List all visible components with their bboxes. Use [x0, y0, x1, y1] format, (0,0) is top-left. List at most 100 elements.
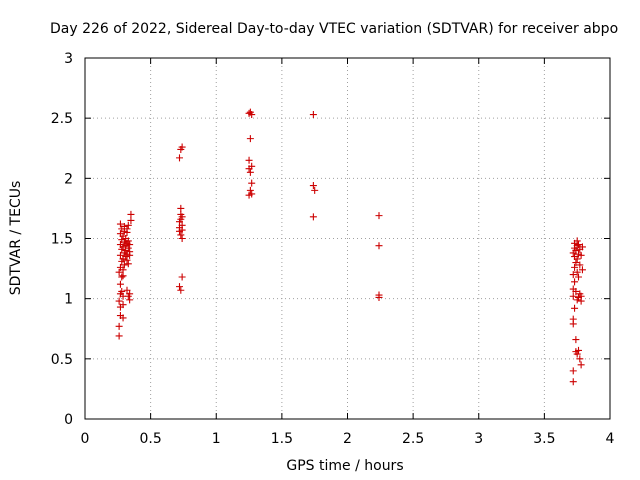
y-tick-label: 1: [64, 292, 73, 308]
x-tick-label: 4: [606, 431, 615, 447]
data-point: [123, 225, 131, 233]
axis-ticks: [84, 57, 611, 420]
data-point: [127, 210, 135, 218]
data-point: [115, 268, 123, 276]
data-point: [126, 248, 134, 256]
data-point: [571, 263, 579, 271]
x-tick-label: 0.5: [139, 431, 161, 447]
x-axis-label: GPS time / hours: [286, 458, 403, 474]
data-point: [116, 251, 124, 259]
data-point: [572, 287, 580, 295]
y-tick-label: 2: [64, 171, 73, 187]
data-point: [578, 266, 586, 274]
data-point: [573, 255, 581, 263]
data-point: [119, 272, 127, 280]
data-point: [123, 256, 131, 264]
data-point: [177, 204, 185, 212]
data-point: [311, 186, 319, 194]
data-point: [248, 179, 256, 187]
data-point: [569, 292, 577, 300]
data-point: [115, 322, 123, 330]
x-tick-label: 3.5: [533, 431, 555, 447]
data-point: [176, 154, 183, 162]
data-point: [127, 216, 135, 224]
data-point: [178, 213, 186, 221]
data-point: [124, 237, 132, 245]
x-tick-label: 1.5: [271, 431, 293, 447]
data-point: [177, 231, 185, 239]
data-point: [124, 244, 132, 252]
data-point: [248, 190, 256, 198]
chart-title: Day 226 of 2022, Sidereal Day-to-day VTE…: [50, 21, 618, 37]
y-tick-label: 0.5: [51, 352, 73, 368]
data-point: [115, 332, 123, 340]
data-point: [575, 346, 582, 354]
data-point: [119, 266, 127, 274]
data-point: [575, 273, 582, 281]
data-point: [177, 286, 185, 294]
data-point: [116, 280, 124, 288]
data-point: [571, 304, 579, 312]
data-point: [126, 290, 134, 298]
data-point: [572, 247, 580, 255]
data-point: [246, 135, 254, 143]
x-tick-label: 2: [343, 431, 352, 447]
data-point: [176, 283, 183, 291]
data-point: [126, 296, 134, 304]
y-axis-label: SDTVAR / TECUs: [8, 181, 24, 296]
data-point: [569, 378, 577, 386]
x-tick-labels: 0 0.5 1 1.5 2 2.5 3 3.5 4: [81, 431, 615, 447]
data-point: [577, 292, 585, 300]
data-point: [375, 293, 383, 301]
data-point: [178, 235, 186, 242]
data-point: [575, 241, 582, 249]
data-point: [571, 278, 579, 286]
data-point: [576, 355, 584, 363]
data-point: [375, 242, 383, 250]
data-point: [573, 268, 581, 276]
data-point: [116, 220, 124, 228]
data-point: [577, 361, 585, 369]
data-point: [246, 168, 254, 176]
data-point: [309, 213, 317, 221]
data-point: [118, 273, 126, 281]
data-point: [573, 350, 581, 358]
data-point: [572, 259, 580, 267]
data-point: [572, 336, 580, 344]
data-point: [118, 287, 126, 295]
data-point: [375, 212, 383, 220]
data-point: [120, 261, 128, 269]
y-tick-label: 1.5: [51, 232, 73, 248]
data-point: [119, 301, 127, 309]
x-tick-label: 1: [212, 431, 221, 447]
grid-lines: [85, 58, 610, 419]
data-point: [123, 286, 131, 294]
data-point: [569, 271, 577, 279]
data-point: [248, 111, 256, 119]
x-tick-label: 2.5: [402, 431, 424, 447]
data-point: [178, 143, 186, 151]
y-tick-label: 3: [64, 51, 73, 67]
data-point: [569, 367, 577, 375]
data-points: [115, 108, 586, 386]
data-point: [246, 186, 254, 194]
data-point: [124, 221, 132, 229]
data-point: [577, 251, 585, 259]
data-point: [309, 111, 317, 119]
data-point: [309, 182, 317, 190]
data-point: [119, 314, 127, 322]
data-point: [126, 241, 134, 249]
data-point: [115, 297, 123, 305]
data-point: [573, 237, 581, 245]
x-tick-label: 0: [81, 431, 90, 447]
data-point: [124, 260, 132, 268]
data-point: [178, 221, 186, 229]
y-tick-label: 0: [64, 412, 73, 428]
data-point: [578, 243, 586, 251]
data-point: [176, 218, 183, 226]
x-tick-label: 3: [474, 431, 483, 447]
y-tick-label: 2.5: [51, 111, 73, 127]
data-point: [576, 261, 584, 269]
data-point: [245, 156, 253, 164]
